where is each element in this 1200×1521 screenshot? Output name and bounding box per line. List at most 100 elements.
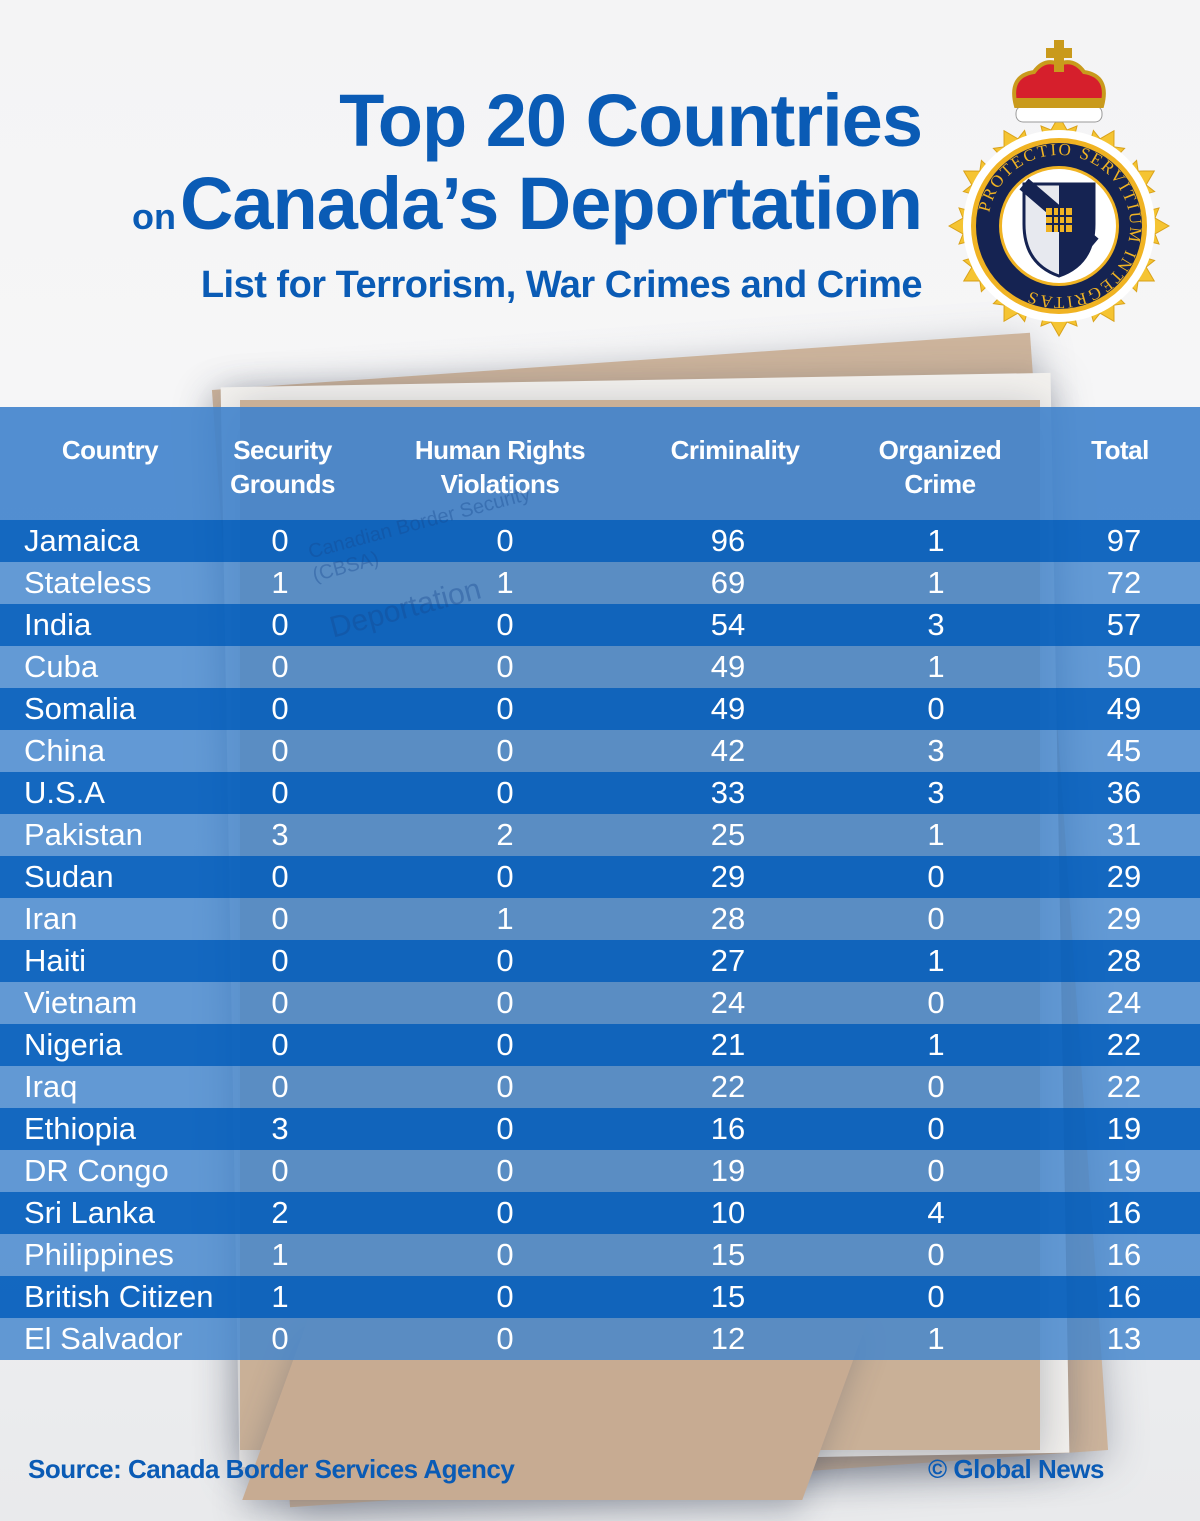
cell-human-rights: 0 (496, 523, 514, 558)
header-label: Crime (904, 469, 976, 499)
table-row: Somalia 0 0 49 0 49 (0, 688, 1200, 730)
cell-country: Philippines (24, 1237, 174, 1272)
cell-country: Vietnam (24, 985, 138, 1020)
table-row: Jamaica 0 0 96 1 97 (0, 520, 1200, 562)
header-label: Grounds (230, 469, 335, 499)
table-row: Sudan 0 0 29 0 29 (0, 856, 1200, 898)
cell-criminality: 12 (710, 1321, 746, 1356)
cell-human-rights: 0 (496, 1069, 514, 1104)
cell-security-grounds: 1 (271, 1279, 289, 1314)
cell-criminality: 49 (710, 649, 746, 684)
cell-security-grounds: 0 (271, 859, 289, 894)
cell-security-grounds: 0 (271, 1027, 289, 1062)
table-row: U.S.A 0 0 33 3 36 (0, 772, 1200, 814)
cell-total: 29 (1106, 859, 1142, 894)
cell-total: 16 (1106, 1237, 1142, 1272)
table-body: Jamaica 0 0 96 1 97 Stateless 1 1 69 1 72 India 0 0 54 3… (0, 520, 1200, 1360)
copyright-credit: © Global News (928, 1454, 1104, 1484)
title-line-2: onCanada’s Deportation (131, 164, 923, 257)
cell-human-rights: 0 (496, 649, 514, 684)
cell-security-grounds: 3 (271, 817, 289, 852)
page-title: Top 20 Countries onCanada’s Deportation … (131, 78, 923, 313)
cell-criminality: 21 (710, 1027, 746, 1062)
table-row: India 0 0 54 3 57 (0, 604, 1200, 646)
table-row: British Citizen 1 0 15 0 16 (0, 1276, 1200, 1318)
source-note: Source: Canada Border Services Agency (28, 1454, 515, 1484)
cell-organized-crime: 0 (927, 1279, 945, 1314)
cell-country: Iran (24, 901, 78, 936)
cell-organized-crime: 4 (927, 1195, 945, 1230)
cell-organized-crime: 0 (927, 1069, 945, 1104)
cell-security-grounds: 0 (271, 775, 289, 810)
cell-organized-crime: 1 (927, 565, 945, 600)
cell-security-grounds: 3 (271, 1111, 289, 1146)
cell-country: Sri Lanka (24, 1195, 155, 1230)
cell-security-grounds: 1 (271, 1237, 289, 1272)
cell-country: Pakistan (24, 817, 143, 852)
cell-criminality: 25 (710, 817, 746, 852)
cell-total: 24 (1106, 985, 1142, 1020)
header-total: Total (1070, 433, 1170, 467)
header-label: Total (1091, 435, 1149, 465)
deportation-table: Country Security Grounds Human Rights Viol… (0, 407, 1200, 1360)
cell-human-rights: 0 (496, 607, 514, 642)
cell-human-rights: 0 (496, 859, 514, 894)
header-label: Violations (440, 469, 560, 499)
cell-security-grounds: 0 (271, 1153, 289, 1188)
cell-criminality: 10 (710, 1195, 746, 1230)
cell-security-grounds: 0 (271, 691, 289, 726)
cell-human-rights: 0 (496, 1321, 514, 1356)
title-line-3: List for Terrorism, War Crimes and Crime (200, 264, 923, 306)
cell-total: 29 (1106, 901, 1142, 936)
cell-criminality: 27 (710, 943, 746, 978)
header-label: Human Rights (414, 435, 586, 465)
header-criminality: Criminality (650, 433, 820, 467)
cell-human-rights: 0 (496, 1195, 514, 1230)
cell-security-grounds: 2 (271, 1195, 289, 1230)
cbsa-emblem-icon: PROTECTIO SERVITIUM INTEGRITAS (948, 40, 1170, 337)
cell-country: El Salvador (24, 1321, 183, 1356)
cell-organized-crime: 1 (927, 817, 945, 852)
cell-human-rights: 0 (496, 733, 514, 768)
title-prefix: on (131, 196, 176, 237)
cell-organized-crime: 1 (927, 1321, 945, 1356)
cell-human-rights: 0 (496, 1153, 514, 1188)
table-row: Iran 0 1 28 0 29 (0, 898, 1200, 940)
cell-total: 49 (1106, 691, 1142, 726)
cell-organized-crime: 0 (927, 1153, 945, 1188)
cell-country: Somalia (24, 691, 136, 726)
cell-criminality: 24 (710, 985, 746, 1020)
header-label: Organized (878, 435, 1002, 465)
cell-country: Nigeria (24, 1027, 123, 1062)
cell-country: Ethiopia (24, 1111, 137, 1146)
header-label: Criminality (670, 435, 800, 465)
cell-criminality: 15 (710, 1279, 746, 1314)
cell-human-rights: 0 (496, 943, 514, 978)
cell-human-rights: 0 (496, 1279, 514, 1314)
cell-organized-crime: 1 (927, 943, 945, 978)
cell-security-grounds: 0 (271, 1069, 289, 1104)
cell-criminality: 19 (710, 1153, 746, 1188)
cell-country: Sudan (24, 859, 114, 894)
cell-organized-crime: 1 (927, 523, 945, 558)
cell-security-grounds: 0 (271, 523, 289, 558)
table-row: Philippines 1 0 15 0 16 (0, 1234, 1200, 1276)
table-row: Haiti 0 0 27 1 28 (0, 940, 1200, 982)
cell-security-grounds: 0 (271, 733, 289, 768)
cell-human-rights: 0 (496, 1111, 514, 1146)
cell-total: 22 (1106, 1027, 1142, 1062)
cell-security-grounds: 0 (271, 943, 289, 978)
cell-security-grounds: 1 (271, 565, 289, 600)
table-row: Sri Lanka 2 0 10 4 16 (0, 1192, 1200, 1234)
cell-total: 57 (1106, 607, 1142, 642)
cell-country: Haiti (24, 943, 87, 978)
cell-human-rights: 0 (496, 691, 514, 726)
header-country: Country (40, 433, 180, 467)
cell-human-rights: 1 (496, 901, 514, 936)
cell-total: 16 (1106, 1279, 1142, 1314)
cell-organized-crime: 1 (927, 649, 945, 684)
cell-organized-crime: 3 (927, 775, 945, 810)
cell-criminality: 69 (710, 565, 746, 600)
cell-criminality: 29 (710, 859, 746, 894)
cell-total: 28 (1106, 943, 1142, 978)
